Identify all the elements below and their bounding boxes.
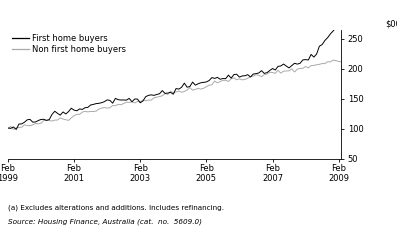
- Legend: First home buyers, Non first home buyers: First home buyers, Non first home buyers: [12, 34, 126, 54]
- Text: Source: Housing Finance, Australia (cat.  no.  5609.0): Source: Housing Finance, Australia (cat.…: [8, 218, 202, 225]
- Text: $000: $000: [385, 19, 397, 28]
- Text: (a) Excludes alterations and additions. Includes refinancing.: (a) Excludes alterations and additions. …: [8, 204, 224, 211]
